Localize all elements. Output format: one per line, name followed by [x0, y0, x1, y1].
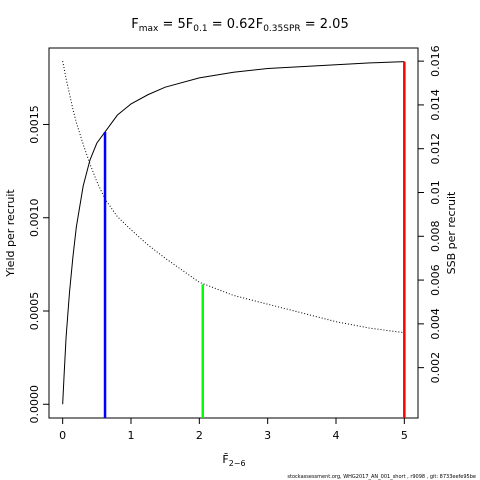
y2-tick-label: 0.002	[429, 352, 442, 384]
y-tick-label: 0.0015	[28, 105, 41, 144]
x-label-main: F̄	[222, 453, 228, 466]
title-sub: max	[139, 24, 159, 34]
title-main: F	[186, 17, 193, 32]
y2-tick-label: 0.014	[429, 89, 442, 121]
y-axis-label: Yield per recruit	[4, 189, 17, 278]
y-tick-label: 0.0005	[28, 292, 41, 331]
y2-tick-label: 0.01	[429, 180, 442, 205]
curve	[62, 61, 405, 334]
x-axis-label: F̄2−6	[222, 453, 245, 468]
y-tick-label: 0.0000	[28, 385, 41, 424]
title-rest: = 2.05	[301, 17, 349, 32]
curve	[62, 61, 405, 405]
title-rest: = 5	[158, 17, 185, 32]
x-tick-label: 2	[196, 429, 203, 442]
y2-axis-label: SSB per recruit	[445, 191, 458, 274]
y2-tick-label: 0.016	[429, 45, 442, 77]
x-tick-label: 5	[401, 429, 408, 442]
y-tick-label: 0.0010	[28, 198, 41, 237]
chart-title: Fmax = 5F0.1 = 0.62F0.35SPR = 2.05	[131, 17, 348, 34]
title-rest: = 0.62	[208, 17, 256, 32]
title-sub: 0.1	[193, 24, 207, 34]
plot-frame	[48, 47, 419, 419]
y2-tick-label: 0.008	[429, 221, 442, 253]
x-tick-label: 1	[128, 429, 135, 442]
y2-tick-label: 0.012	[429, 133, 442, 165]
y2-tick-label: 0.004	[429, 308, 442, 340]
x-tick-label: 3	[264, 429, 271, 442]
title-sub: 0.35SPR	[263, 24, 300, 34]
title-main: F	[131, 17, 138, 32]
footer: stockassessment.org, WHG2017_AN_001_shor…	[287, 474, 476, 480]
x-tick-label: 4	[333, 429, 340, 442]
x-tick-label: 0	[59, 429, 66, 442]
x-label-sub: 2−6	[229, 459, 246, 468]
y2-tick-label: 0.006	[429, 264, 442, 296]
title-main: F	[256, 17, 263, 32]
